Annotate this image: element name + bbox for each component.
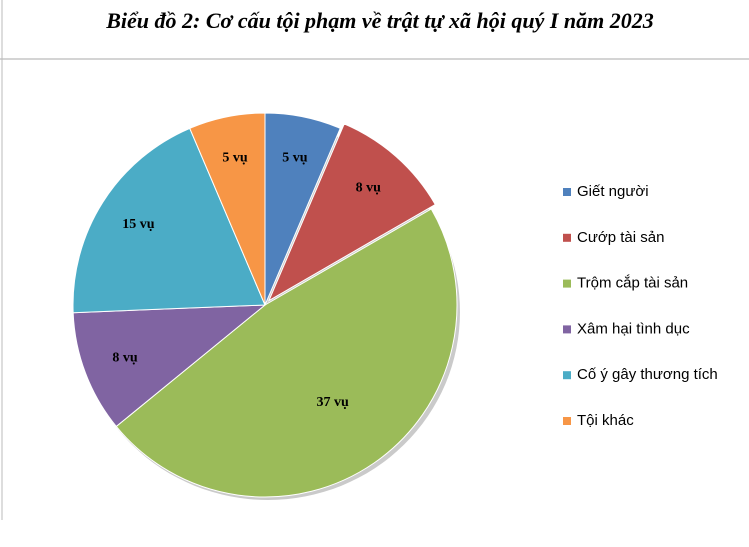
legend-label: Tội khác — [577, 412, 634, 429]
legend-label: Giết người — [577, 183, 649, 200]
legend-label: Trộm cắp tài sản — [577, 275, 688, 292]
legend-label: Cướp tài sản — [577, 229, 664, 246]
legend-swatch — [563, 371, 571, 380]
legend-swatch — [563, 417, 571, 425]
value-label: 15 vụ — [122, 217, 155, 232]
legend-label: Cố ý gây thương tích — [577, 366, 718, 383]
legend-label: Xâm hại tình dục — [577, 320, 690, 337]
value-label: 8 vụ — [356, 181, 382, 196]
pie-slice — [189, 112, 266, 306]
pie-slice — [267, 123, 436, 302]
pie-slice — [72, 127, 266, 314]
value-label: 37 vụ — [316, 395, 349, 410]
legend-swatch — [563, 279, 571, 288]
pie-slice — [72, 304, 267, 428]
value-label: 5 vụ — [282, 150, 308, 165]
pie-slice — [115, 208, 458, 498]
legend-swatch — [563, 233, 571, 242]
value-label: 8 vụ — [112, 350, 138, 365]
legend-swatch — [563, 188, 571, 196]
legend-swatch — [563, 325, 571, 334]
chart-title: Biểu đồ 2: Cơ cấu tội phạm về trật tự xã… — [105, 8, 654, 33]
value-label: 5 vụ — [222, 150, 248, 165]
